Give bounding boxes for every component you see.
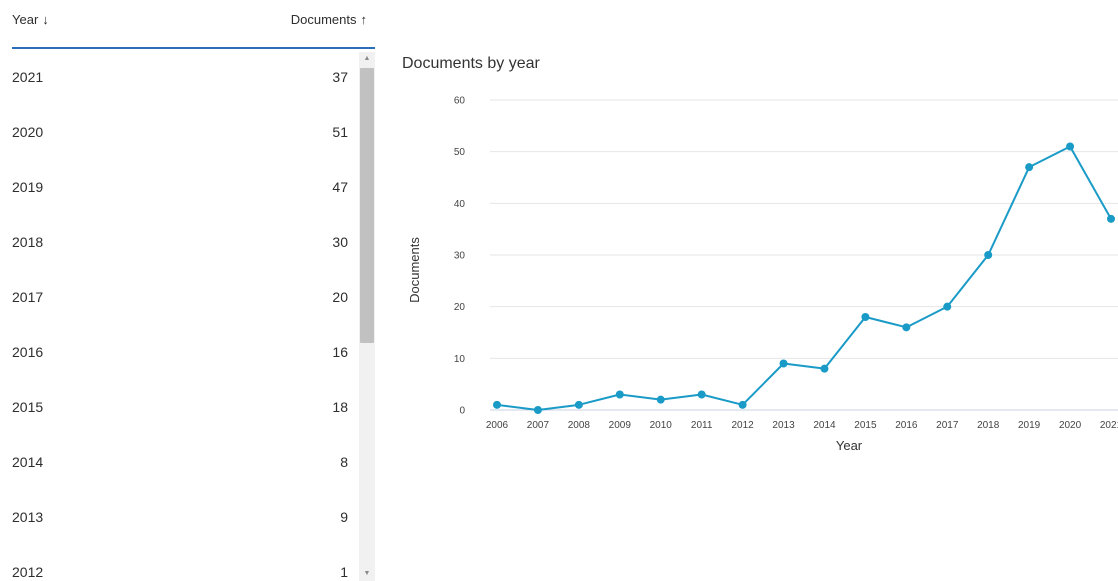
scrollbar-thumb[interactable] [360,68,374,343]
year-cell: 2014 [12,454,44,470]
data-point[interactable] [779,359,788,368]
sort-ascending-icon: ↑ [360,12,368,27]
data-point[interactable] [615,390,624,399]
x-tick-label: 2006 [486,420,509,431]
x-tick-label: 2020 [1059,420,1082,431]
series-line [496,145,1112,411]
x-tick-label: 2011 [691,420,713,431]
x-tick-label: 2017 [936,420,959,431]
table-row: 2015 18 [12,379,375,434]
x-tick-label: 2016 [895,420,918,431]
year-column-header[interactable]: Year ↓ [12,12,49,27]
documents-cell: 47 [332,179,348,195]
y-tick-label: 0 [459,406,465,417]
x-tick-label: 2012 [731,420,754,431]
data-point[interactable] [1066,142,1075,151]
data-point[interactable] [533,406,542,414]
x-tick-label: 2010 [650,420,673,431]
data-point[interactable] [738,400,747,409]
documents-cell: 30 [332,234,348,250]
table-row: 2020 51 [12,104,375,159]
x-axis-label: Year [836,438,863,453]
sort-descending-icon: ↓ [42,12,49,27]
y-tick-label: 50 [454,147,466,158]
x-tick-label: 2021 [1100,420,1118,431]
data-point[interactable] [493,400,501,409]
line-chart-svg: 0 10 20 30 40 50 60 2006 2007 2008 2009 2010 2011 201… [407,96,1118,453]
year-cell: 2013 [12,509,44,525]
year-cell: 2018 [12,234,44,250]
scroll-down-arrow-icon[interactable]: ▼ [363,570,371,577]
y-tick-label: 10 [454,354,466,365]
y-tick-label: 60 [454,96,466,107]
data-point[interactable] [697,390,706,399]
table-row: 2014 8 [12,434,375,489]
table-row: 2021 37 [12,49,375,104]
documents-cell: 1 [340,564,348,580]
y-tick-label: 20 [454,302,466,313]
data-point[interactable] [984,251,993,259]
year-cell: 2015 [12,399,44,415]
table-header: Year ↓ Documents ↑ [12,0,375,49]
data-point[interactable] [861,313,870,321]
table-body: 2021 37 2020 51 2019 47 2018 30 2017 20 2016 16 2015… [12,49,375,581]
documents-cell: 20 [332,289,348,305]
documents-cell: 37 [332,69,348,85]
year-header-label: Year [12,12,39,27]
x-tick-label: 2015 [854,420,877,431]
documents-cell: 8 [340,454,348,470]
documents-cell: 9 [340,509,348,525]
year-cell: 2017 [12,289,44,305]
data-point[interactable] [1107,214,1115,223]
x-tick-label: 2013 [772,420,795,431]
documents-table: Year ↓ Documents ↑ 2021 37 2020 51 2019 47 2018 3… [12,0,375,581]
scroll-up-arrow-icon[interactable]: ▲ [363,55,371,62]
y-tick-label: 40 [454,199,466,210]
y-axis-label: Documents [407,237,422,303]
year-cell: 2020 [12,124,44,140]
x-tick-label: 2007 [527,420,550,431]
data-point[interactable] [656,395,665,404]
x-tick-label: 2019 [1018,420,1041,431]
data-point[interactable] [943,302,952,311]
year-cell: 2016 [12,344,44,360]
data-point[interactable] [574,400,583,409]
x-tick-label: 2009 [609,420,632,431]
documents-header-label: Documents [290,12,357,27]
x-tick-label: 2014 [813,420,836,431]
documents-cell: 16 [332,344,348,360]
table-scrollbar[interactable]: ▲ ▼ [359,52,375,581]
documents-by-year-chart: 0 10 20 30 40 50 60 2006 2007 2008 2009 2010 2011 201… [395,85,1118,465]
data-point[interactable] [902,323,911,332]
year-cell: 2012 [12,564,44,580]
chart-title: Documents by year [402,55,540,72]
documents-cell: 18 [332,399,348,415]
x-tick-label: 2008 [568,420,591,431]
year-cell: 2021 [12,69,44,85]
table-row: 2017 20 [12,269,375,324]
y-tick-label: 30 [454,251,466,262]
table-row: 2012 1 [12,544,375,581]
documents-cell: 51 [332,124,348,140]
data-point[interactable] [820,364,829,373]
documents-column-header[interactable]: Documents ↑ [291,12,367,27]
table-row: 2019 47 [12,159,375,214]
year-cell: 2019 [12,179,44,195]
table-row: 2018 30 [12,214,375,269]
data-point[interactable] [1025,163,1034,172]
table-row: 2016 16 [12,324,375,379]
table-row: 2013 9 [12,489,375,544]
x-tick-label: 2018 [977,420,1000,431]
